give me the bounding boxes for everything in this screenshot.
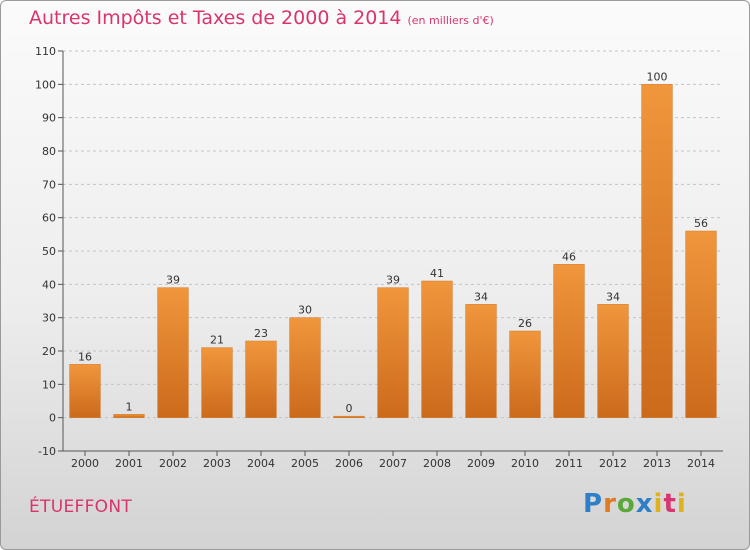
y-tick-label: 10 xyxy=(42,378,56,391)
data-label: 100 xyxy=(647,70,668,83)
data-label: 16 xyxy=(78,350,92,363)
bar xyxy=(465,304,497,418)
data-label: 0 xyxy=(346,402,353,415)
y-tick-label: 80 xyxy=(42,145,56,158)
bar xyxy=(377,287,409,418)
data-label: 30 xyxy=(298,304,312,317)
x-tick-label: 2013 xyxy=(643,457,671,470)
data-label: 1 xyxy=(126,400,133,413)
data-label: 41 xyxy=(430,267,444,280)
y-tick-label: 100 xyxy=(35,78,56,91)
logo-letter: t xyxy=(663,489,677,519)
proxiti-logo: Proxiti xyxy=(583,489,687,519)
x-tick-label: 2008 xyxy=(423,457,451,470)
logo-letter: i xyxy=(653,489,664,519)
data-label: 46 xyxy=(562,250,576,263)
y-tick-label: 0 xyxy=(49,412,56,425)
logo-letter: i xyxy=(676,489,687,519)
bar xyxy=(641,84,673,418)
logo-letter: r xyxy=(603,489,617,519)
data-label: 39 xyxy=(386,274,400,287)
bar xyxy=(69,364,101,418)
data-label: 34 xyxy=(474,290,488,303)
data-label: 21 xyxy=(210,334,224,347)
y-tick-label: 90 xyxy=(42,112,56,125)
y-tick-label: 70 xyxy=(42,178,56,191)
y-tick-label: 20 xyxy=(42,345,56,358)
bar xyxy=(289,317,321,418)
bar xyxy=(509,330,541,418)
y-tick-label: 60 xyxy=(42,212,56,225)
bar xyxy=(421,280,453,418)
y-tick-label: 40 xyxy=(42,278,56,291)
x-tick-label: 2012 xyxy=(599,457,627,470)
data-label: 56 xyxy=(694,217,708,230)
bar xyxy=(113,414,145,418)
y-tick-label: 50 xyxy=(42,245,56,258)
bar xyxy=(201,347,233,418)
logo-letter: x xyxy=(635,489,654,519)
chart-title-text: Autres Impôts et Taxes de 2000 à 2014 xyxy=(29,7,402,29)
x-tick-label: 2001 xyxy=(115,457,143,470)
x-tick-label: 2002 xyxy=(159,457,187,470)
x-tick-label: 2009 xyxy=(467,457,495,470)
y-tick-label: 30 xyxy=(42,312,56,325)
chart-subtitle: (en milliers d'€) xyxy=(407,14,494,27)
bar xyxy=(245,340,277,418)
commune-name: ÉTUEFFONT xyxy=(29,497,133,517)
x-tick-label: 2011 xyxy=(555,457,583,470)
x-tick-label: 2005 xyxy=(291,457,319,470)
data-label: 39 xyxy=(166,274,180,287)
x-tick-label: 2010 xyxy=(511,457,539,470)
bar xyxy=(685,230,717,418)
data-label: 23 xyxy=(254,327,268,340)
chart-title: Autres Impôts et Taxes de 2000 à 2014 (en… xyxy=(29,7,494,29)
bar xyxy=(553,264,585,418)
bar xyxy=(333,415,365,418)
logo-letter: P xyxy=(583,489,604,519)
x-tick-label: 2003 xyxy=(203,457,231,470)
bar xyxy=(157,287,189,418)
x-tick-label: 2000 xyxy=(71,457,99,470)
y-tick-label: 110 xyxy=(35,45,56,58)
y-tick-label: -10 xyxy=(38,445,56,458)
logo-letter: o xyxy=(616,489,636,519)
data-label: 34 xyxy=(606,290,620,303)
x-tick-label: 2007 xyxy=(379,457,407,470)
x-tick-label: 2014 xyxy=(687,457,715,470)
x-tick-label: 2006 xyxy=(335,457,363,470)
x-tick-label: 2004 xyxy=(247,457,275,470)
bar xyxy=(597,304,629,418)
data-label: 26 xyxy=(518,317,532,330)
